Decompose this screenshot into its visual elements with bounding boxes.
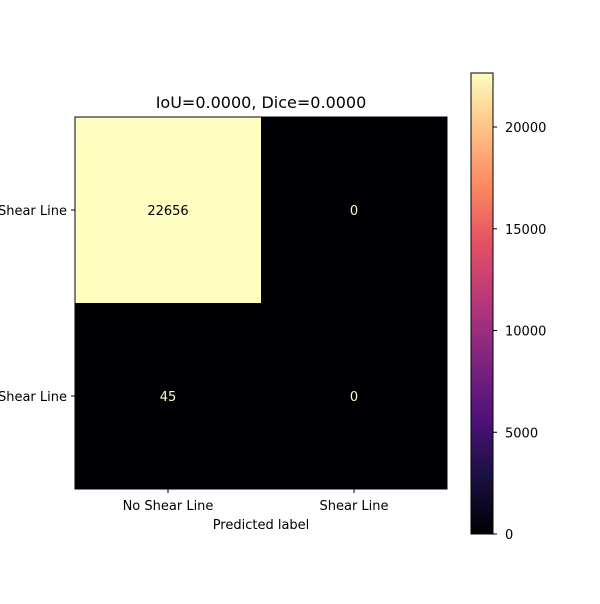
matrix-cell-value: 45 — [160, 390, 177, 405]
colorbar-tick-label: 15000 — [505, 223, 546, 238]
matrix-cell-value: 22656 — [147, 204, 188, 219]
colorbar-ticks: 0 5000 10000 15000 20000 — [493, 121, 546, 543]
x-axis-label: Predicted label — [213, 518, 310, 533]
y-axis-ticks: No Shear Line Shear Line — [0, 204, 75, 405]
plot-frame — [74, 116, 448, 490]
colorbar-tick-label: 0 — [505, 528, 513, 543]
y-tick-label: Shear Line — [0, 390, 67, 405]
colorbar — [470, 72, 494, 535]
matrix-cell-value: 0 — [350, 204, 358, 219]
chart-title: IoU=0.0000, Dice=0.0000 — [156, 93, 367, 112]
y-tick-label: No Shear Line — [0, 204, 67, 219]
matrix-cell-labels: 22656 0 45 0 — [147, 204, 358, 405]
colorbar-tick-label: 10000 — [505, 325, 546, 340]
matrix-cell — [261, 117, 447, 303]
matrix-cell — [261, 303, 447, 489]
x-tick-label: No Shear Line — [123, 499, 214, 514]
matrix-cell — [75, 303, 261, 489]
x-axis-ticks: No Shear Line Shear Line — [123, 489, 389, 514]
matrix-cell-value: 0 — [350, 390, 358, 405]
colorbar-tick-label: 20000 — [505, 121, 546, 136]
x-tick-label: Shear Line — [319, 499, 388, 514]
matrix-cell — [75, 117, 261, 303]
colorbar-tick-label: 5000 — [505, 426, 538, 441]
matrix-cells — [75, 117, 447, 489]
